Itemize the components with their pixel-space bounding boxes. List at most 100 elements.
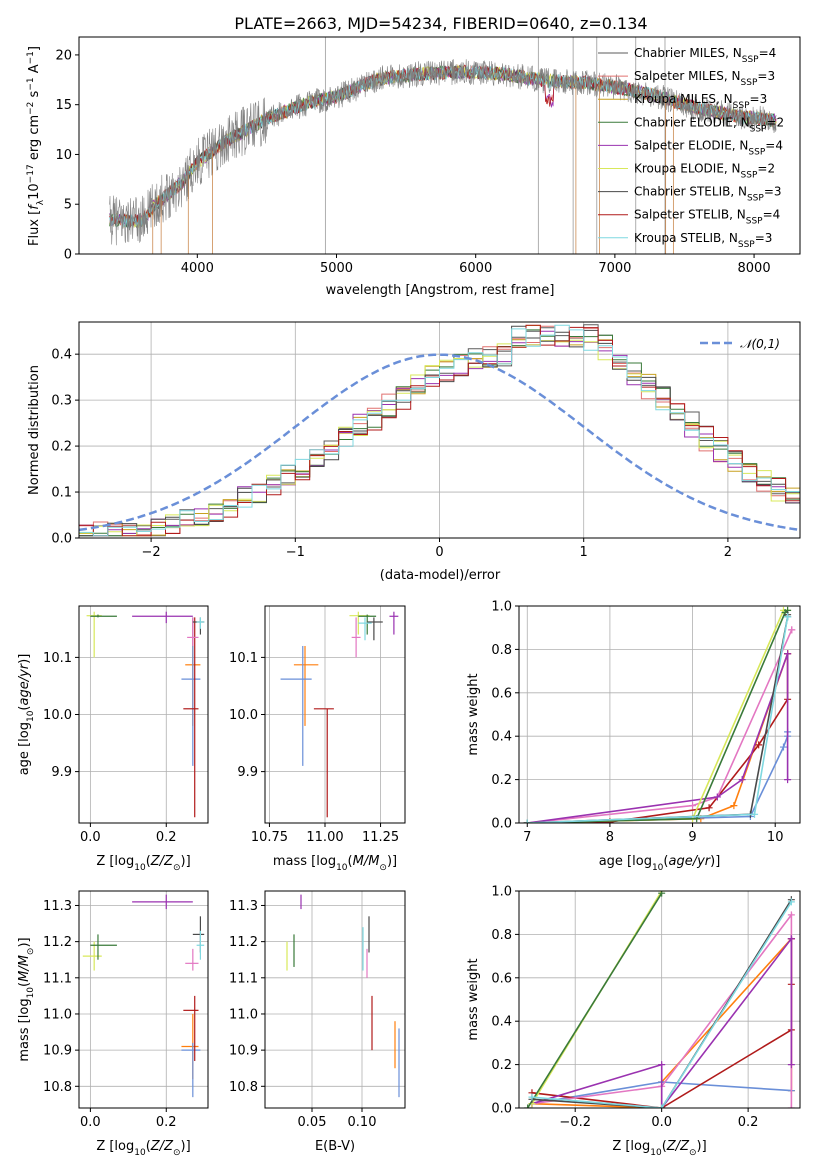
weight-marker <box>784 776 792 784</box>
weight-line <box>527 653 789 823</box>
y-tick-label: 10.9 <box>229 1044 258 1059</box>
label-part: ⊙ <box>173 1148 181 1158</box>
panel-age-vs-mass: 10.75 11.00 11.25 9.9 10.0 10.1 mass [log10(M/… <box>229 605 406 873</box>
label-part: =2 <box>766 115 784 129</box>
weight-marker <box>787 911 795 919</box>
panel-mass-vs-Z: 0.0 0.210.810.911.011.111.211.3Z [log10(Z… <box>17 890 209 1158</box>
points <box>280 611 399 818</box>
label-part: ( <box>146 1139 151 1154</box>
label-part: Z/Z <box>150 854 174 869</box>
label-part: ⊙ <box>173 863 181 873</box>
y-axis-label: age [log10(age/yr)] <box>17 654 36 776</box>
panel-mass-vs-EBV: 0.05 0.10 10.8 10.9 11.0 11.1 11.2 11.3 E(B-V) <box>229 890 406 1154</box>
x-tick-label: 4000 <box>181 261 214 276</box>
x-tick-label: 7000 <box>598 261 631 276</box>
y-tick-label: 0 <box>64 248 72 263</box>
weight-marker <box>705 804 713 812</box>
label-part: =4 <box>763 208 781 222</box>
label-part: Flux [ <box>27 210 42 246</box>
y-tick-label: 11.3 <box>229 899 258 914</box>
x-tick-label: −2 <box>142 545 161 560</box>
y-tick-label: 10.0 <box>229 708 258 723</box>
label-part: SSP <box>750 124 767 134</box>
points <box>82 894 205 1098</box>
legend-entry: Salpeter ELODIE, NSSP=4 <box>634 138 783 157</box>
x-axis-label: age [log10(age/yr)] <box>599 854 721 873</box>
label-part: Z [log <box>612 1139 650 1154</box>
axes-frame <box>264 605 406 824</box>
histograms <box>79 324 800 537</box>
x-axis-label: wavelength [Angstrom, rest frame] <box>326 283 555 298</box>
weight-marker <box>784 650 792 658</box>
label-part: )] <box>17 654 32 664</box>
label-part: age/yr <box>17 662 32 705</box>
weight-series <box>523 606 796 823</box>
weight-line <box>531 901 793 1108</box>
x-tick-label: 0.2 <box>156 1115 177 1130</box>
label-part: ] <box>27 46 42 51</box>
weight-marker <box>658 1061 666 1069</box>
label-part: SSP <box>746 217 763 227</box>
label-part: ( <box>146 854 151 869</box>
y-tick-label: 10.9 <box>43 1044 72 1059</box>
x-axis-label: Z [log10(Z/Z⊙)] <box>612 1139 706 1158</box>
spectrum-lines <box>109 37 777 254</box>
panel-weight-vs-Z: −0.2 0.0 0.2 0.0 0.2 0.4 0.6 0.8 1.0 Z [log10(Z/Z… <box>466 885 801 1158</box>
label-part: −1 <box>26 77 36 90</box>
y-tick-label: 15 <box>55 98 72 113</box>
label-part: ⊙ <box>379 863 387 873</box>
y-tick-label: 0.0 <box>51 532 72 547</box>
weight-marker <box>689 802 697 810</box>
label-part: M/M <box>353 854 380 869</box>
x-tick-label: 0.2 <box>156 830 177 845</box>
label-part: erg cm <box>27 115 42 164</box>
legend-entry: Salpeter STELIB, NSSP=4 <box>634 208 780 227</box>
label-part: λ <box>36 199 46 205</box>
label-part: 10 <box>650 1148 662 1158</box>
weight-line <box>527 614 789 823</box>
axes-frame <box>264 890 406 1109</box>
y-tick-label: 0.2 <box>491 1058 512 1073</box>
weight-marker <box>751 810 759 818</box>
x-tick-label: 10.75 <box>251 830 288 845</box>
label-part: 10 <box>336 863 348 873</box>
legend-entry: Kroupa STELIB, NSSP=3 <box>634 231 772 250</box>
residual-histogram <box>79 324 800 537</box>
legend-entry: Kroupa MILES, NSSP=3 <box>634 92 767 111</box>
label-part: Kroupa MILES, N <box>634 92 733 106</box>
weight-marker <box>788 626 796 634</box>
weight-line <box>527 653 789 823</box>
weight-marker <box>738 776 746 784</box>
y-tick-label: 1.0 <box>491 600 512 615</box>
y-tick-label: 0.0 <box>491 1102 512 1117</box>
y-tick-label: 0.8 <box>491 643 512 658</box>
label-part: mass [log <box>17 998 32 1061</box>
label-part: SSP <box>748 147 765 157</box>
weight-marker <box>787 935 795 943</box>
x-tick-label: 9 <box>688 830 696 845</box>
label-part: 10 <box>134 1148 146 1158</box>
weight-marker <box>524 1104 532 1108</box>
label-part: −17 <box>26 164 36 183</box>
x-tick-label: 7 <box>523 830 531 845</box>
normal-reference-curve <box>79 353 798 532</box>
label-part: ( <box>663 854 668 869</box>
label-part: =4 <box>759 46 777 60</box>
weight-marker <box>528 1093 536 1101</box>
label-part: A <box>27 64 42 77</box>
label-part: )] <box>387 854 397 869</box>
x-tick-label: 0.05 <box>298 1115 327 1130</box>
label-part: s <box>27 90 42 101</box>
label-part: ⊙ <box>26 948 36 956</box>
x-tick-label: 6000 <box>459 261 492 276</box>
weight-marker <box>658 891 666 897</box>
axes-frame <box>518 605 801 824</box>
label-part: f <box>27 203 42 210</box>
x-tick-label: 0.2 <box>738 1115 759 1130</box>
label-part: age [log <box>599 854 652 869</box>
label-part: SSP <box>741 171 758 181</box>
x-tick-label: 0 <box>435 545 443 560</box>
y-tick-label: 0.4 <box>491 730 512 745</box>
y-tick-label: 10.8 <box>229 1080 258 1095</box>
